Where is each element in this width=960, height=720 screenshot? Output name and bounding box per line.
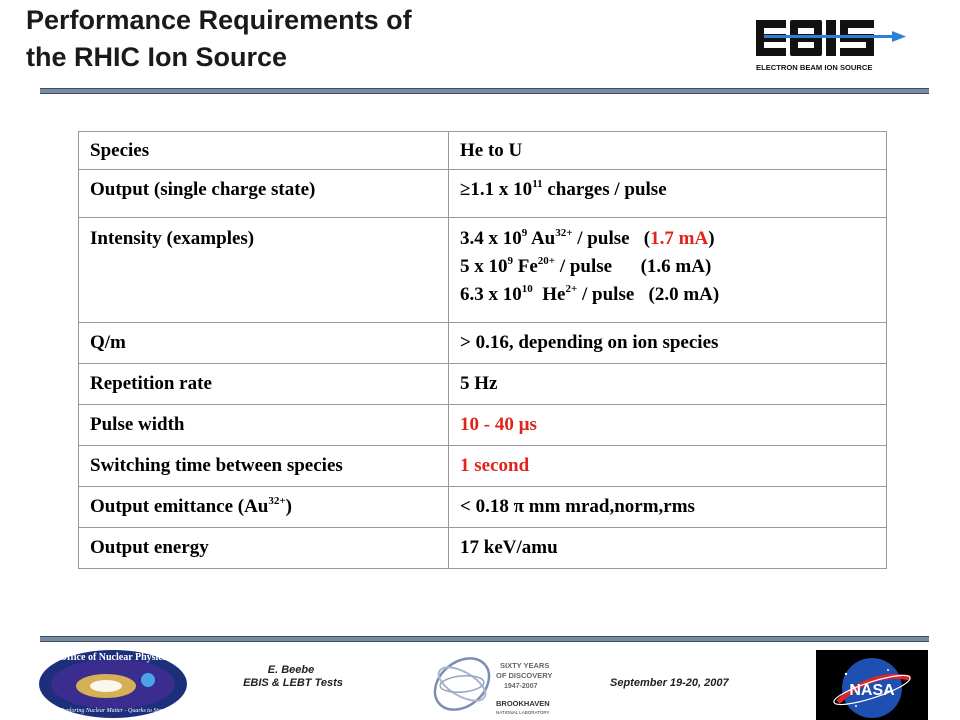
param-cell: Repetition rate [78,363,449,405]
table-row: Pulse width 10 - 40 µs [78,404,887,446]
brookhaven-60-years-logo: SIXTY YEARS OF DISCOVERY 1947-2007 BROOK… [433,657,552,715]
footer-divider [40,636,929,642]
param-cell: Output energy [78,527,449,569]
bnl-line-2: OF DISCOVERY [496,671,552,680]
header-divider [40,88,929,94]
param-cell: Output (single charge state) [78,169,449,218]
table-row: Q/m > 0.16, depending on ion species [78,322,887,364]
value-cell: > 0.16, depending on ion species [448,322,887,364]
param-cell: Switching time between species [78,445,449,487]
footer-author: E. Beebe [267,664,315,676]
value-cell: 10 - 40 µs [448,404,887,446]
requirements-table: Species He to U Output (single charge st… [78,131,887,569]
table-row: Species He to U [78,131,887,170]
footer-date: September 19-20, 2007 [610,677,729,689]
intensity-line: 5 x 109 Fe20+ / pulse (1.6 mA) [460,255,712,277]
param-cell: Intensity (examples) [78,217,449,323]
value-cell: 3.4 x 109 Au32+ / pulse (1.7 mA) 5 x 109… [448,217,887,323]
value-cell: 17 keV/amu [448,527,887,569]
nasa-logo-text: NASA [849,682,895,699]
value-cell: < 0.18 π mm mrad,norm,rms [448,486,887,528]
value-cell: ≥1.1 x 1011 charges / pulse [448,169,887,218]
param-cell: Pulse width [78,404,449,446]
value-cell: 1 second [448,445,887,487]
office-of-nuclear-physics-logo: Office of Nuclear Physics Exploring Nucl… [39,650,187,718]
bnl-line-3: 1947-2007 [504,683,538,690]
value-cell: 5 Hz [448,363,887,405]
table-row: Intensity (examples) 3.4 x 109 Au32+ / p… [78,217,887,323]
footer-talk-title: EBIS & LEBT Tests [243,677,343,689]
value-cell: He to U [448,131,887,170]
intensity-line: 6.3 x 1010 He2+ / pulse (2.0 mA) [460,283,720,305]
ebis-logo-caption: ELECTRON BEAM ION SOURCE [756,63,872,72]
param-cell: Q/m [78,322,449,364]
bnl-line-1: SIXTY YEARS [500,661,549,670]
onp-logo-motto: Exploring Nuclear Matter - Quarks to Sta… [59,708,166,714]
param-cell: Output emittance (Au32+) [78,486,449,528]
intensity-line: 3.4 x 109 Au32+ / pulse (1.7 mA) [460,227,715,249]
table-row: Output energy 17 keV/amu [78,527,887,569]
ebis-logo: ELECTRON BEAM ION SOURCE [752,12,908,76]
bnl-line-5: NATIONAL LABORATORY [496,710,550,715]
table-row: Output emittance (Au32+) < 0.18 π mm mra… [78,486,887,528]
table-row: Repetition rate 5 Hz [78,363,887,405]
table-row: Switching time between species 1 second [78,445,887,487]
title-line-1: Performance Requirements of [26,5,412,35]
bnl-line-4: BROOKHAVEN [496,699,550,708]
onp-logo-text: Office of Nuclear Physics [59,652,166,663]
slide-title: Performance Requirements of the RHIC Ion… [26,2,726,76]
table-row: Output (single charge state) ≥1.1 x 1011… [78,169,887,218]
title-line-2: the RHIC Ion Source [26,42,288,72]
nasa-logo: NASA [816,650,928,720]
param-cell: Species [78,131,449,170]
